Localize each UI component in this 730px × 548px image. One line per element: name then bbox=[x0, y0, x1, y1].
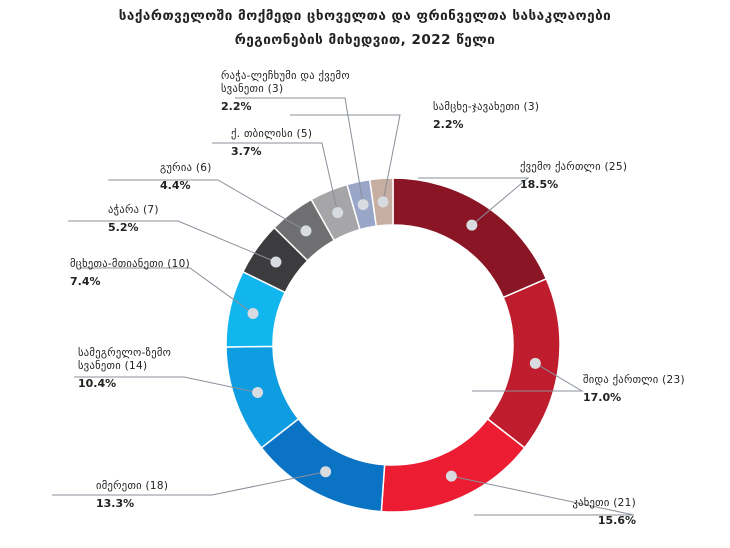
slice-marker-6 bbox=[270, 256, 282, 268]
slice-name-7: გურია (6) bbox=[160, 162, 212, 174]
leader-line-3 bbox=[52, 471, 326, 496]
slice-label-10: სამცხე-ჯავახეთი (3) 2.2% bbox=[433, 101, 539, 131]
slice-name-5: მცხეთა-მთიანეთი (10) bbox=[70, 258, 191, 270]
slice-percent-2: 15.6% bbox=[597, 514, 636, 527]
slice-label-5: მცხეთა-მთიანეთი (10) 7.4% bbox=[70, 258, 190, 288]
slice-name-2: კახეთი (21) bbox=[572, 497, 636, 509]
slice-percent-8: 3.7% bbox=[231, 145, 262, 158]
slice-label-8: ქ. თბილისი (5) 3.7% bbox=[231, 128, 312, 158]
leader-line-5 bbox=[80, 267, 254, 314]
slice-label-6: აჭარა (7) 5.2% bbox=[108, 204, 159, 234]
slice-marker-2 bbox=[445, 470, 457, 482]
slice-name-6: აჭარა (7) bbox=[108, 204, 159, 216]
slice-label-4: სამეგრელო-ზემო სვანეთი (14) 10.4% bbox=[78, 347, 206, 390]
slice-marker-4 bbox=[252, 387, 264, 399]
slice-marker-10 bbox=[377, 196, 389, 208]
slice-marker-1 bbox=[529, 357, 541, 369]
leader-line-1 bbox=[472, 362, 584, 392]
slice-percent-3: 13.3% bbox=[96, 497, 135, 510]
slice-0 bbox=[392, 177, 548, 299]
slice-percent-10: 2.2% bbox=[433, 118, 464, 131]
slice-label-7: გურია (6) 4.4% bbox=[160, 162, 212, 192]
slice-label-2: კახეთი (21) 15.6% bbox=[536, 497, 636, 527]
leader-line-6 bbox=[68, 220, 277, 263]
slice-2 bbox=[380, 417, 526, 513]
slice-1 bbox=[486, 277, 561, 449]
slice-name-3: იმერეთი (18) bbox=[96, 480, 169, 492]
slice-name-1: შიდა ქართლი (23) bbox=[583, 374, 685, 386]
slice-name-10: სამცხე-ჯავახეთი (3) bbox=[433, 101, 540, 113]
leader-line-9 bbox=[235, 97, 364, 205]
slice-label-9: რაჭა-ლეჩხუმი და ქვემო სვანეთი (3) 2.2% bbox=[221, 70, 351, 113]
slice-label-3: იმერეთი (18) 13.3% bbox=[96, 480, 168, 510]
leader-line-4 bbox=[74, 376, 258, 393]
slice-percent-6: 5.2% bbox=[108, 221, 139, 234]
slice-name-8: ქ. თბილისი (5) bbox=[231, 128, 313, 140]
chart-title-line-2: რეგიონების მიხედვით, 2022 წელი bbox=[234, 32, 496, 48]
leader-line-8 bbox=[212, 142, 339, 213]
slice-percent-0: 18.5% bbox=[520, 178, 559, 191]
leader-line-10 bbox=[290, 114, 401, 202]
slice-marker-5 bbox=[247, 308, 259, 320]
slice-percent-5: 7.4% bbox=[70, 275, 101, 288]
slice-marker-3 bbox=[320, 466, 332, 478]
slice-name-0: ქვემო ქართლი (25) bbox=[520, 161, 628, 173]
leader-line-0 bbox=[418, 177, 530, 226]
slice-label-0: ქვემო ქართლი (25) 18.5% bbox=[520, 161, 627, 191]
slice-name-9: რაჭა-ლეჩხუმი და ქვემო სვანეთი (3) bbox=[221, 70, 350, 95]
slice-label-1: შიდა ქართლი (23) 17.0% bbox=[583, 374, 685, 404]
leader-line-2 bbox=[451, 475, 635, 516]
slice-marker-7 bbox=[300, 225, 312, 237]
slice-marker-0 bbox=[466, 219, 478, 231]
slice-percent-7: 4.4% bbox=[160, 179, 191, 192]
slice-percent-9: 2.2% bbox=[221, 100, 252, 113]
leader-line-7 bbox=[108, 179, 307, 232]
chart-title-line-1: საქართველოში მოქმედი ცხოველთა და ფრინველ… bbox=[118, 8, 612, 24]
slice-marker-9 bbox=[357, 199, 369, 211]
slice-percent-4: 10.4% bbox=[78, 377, 117, 390]
slice-percent-1: 17.0% bbox=[583, 391, 622, 404]
slice-marker-8 bbox=[332, 207, 344, 219]
slice-name-4: სამეგრელო-ზემო სვანეთი (14) bbox=[78, 347, 172, 372]
